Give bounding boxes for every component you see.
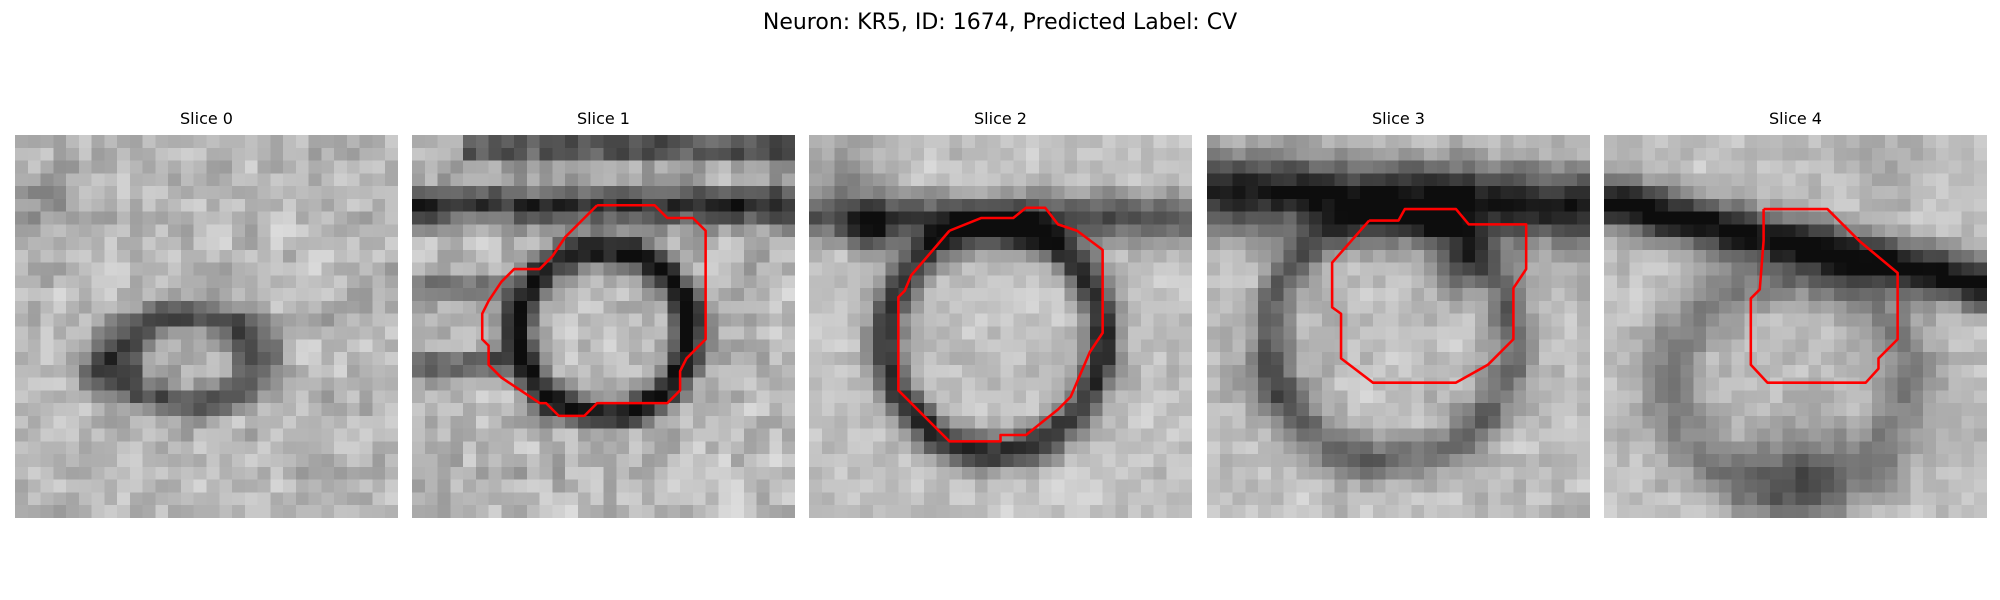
slice-image-3 bbox=[1207, 135, 1590, 518]
slice-title-3: Slice 3 bbox=[1372, 109, 1425, 128]
segmentation-outline-4 bbox=[1749, 207, 1899, 384]
figure-title: Neuron: KR5, ID: 1674, Predicted Label: … bbox=[762, 10, 1238, 35]
segmentation-outline-2 bbox=[897, 206, 1104, 443]
segmentation-outline-1 bbox=[480, 203, 707, 418]
slice-title-0: Slice 0 bbox=[180, 109, 233, 128]
slice-title-1: Slice 1 bbox=[577, 109, 630, 128]
slice-panel-1: Slice 1 bbox=[412, 108, 795, 519]
slice-panel-2: Slice 2 bbox=[809, 108, 1192, 519]
slice-panel-0: Slice 0 bbox=[15, 108, 398, 519]
slice-image-0 bbox=[15, 135, 398, 518]
slice-panel-4: Slice 4 bbox=[1604, 108, 1987, 519]
slice-image-1 bbox=[412, 135, 795, 518]
slice-title-2: Slice 2 bbox=[974, 109, 1027, 128]
segmentation-outline-3 bbox=[1330, 207, 1528, 384]
slice-title-4: Slice 4 bbox=[1769, 109, 1822, 128]
slice-panel-3: Slice 3 bbox=[1207, 108, 1590, 519]
slice-image-4 bbox=[1604, 135, 1987, 518]
slice-image-2 bbox=[809, 135, 1192, 518]
